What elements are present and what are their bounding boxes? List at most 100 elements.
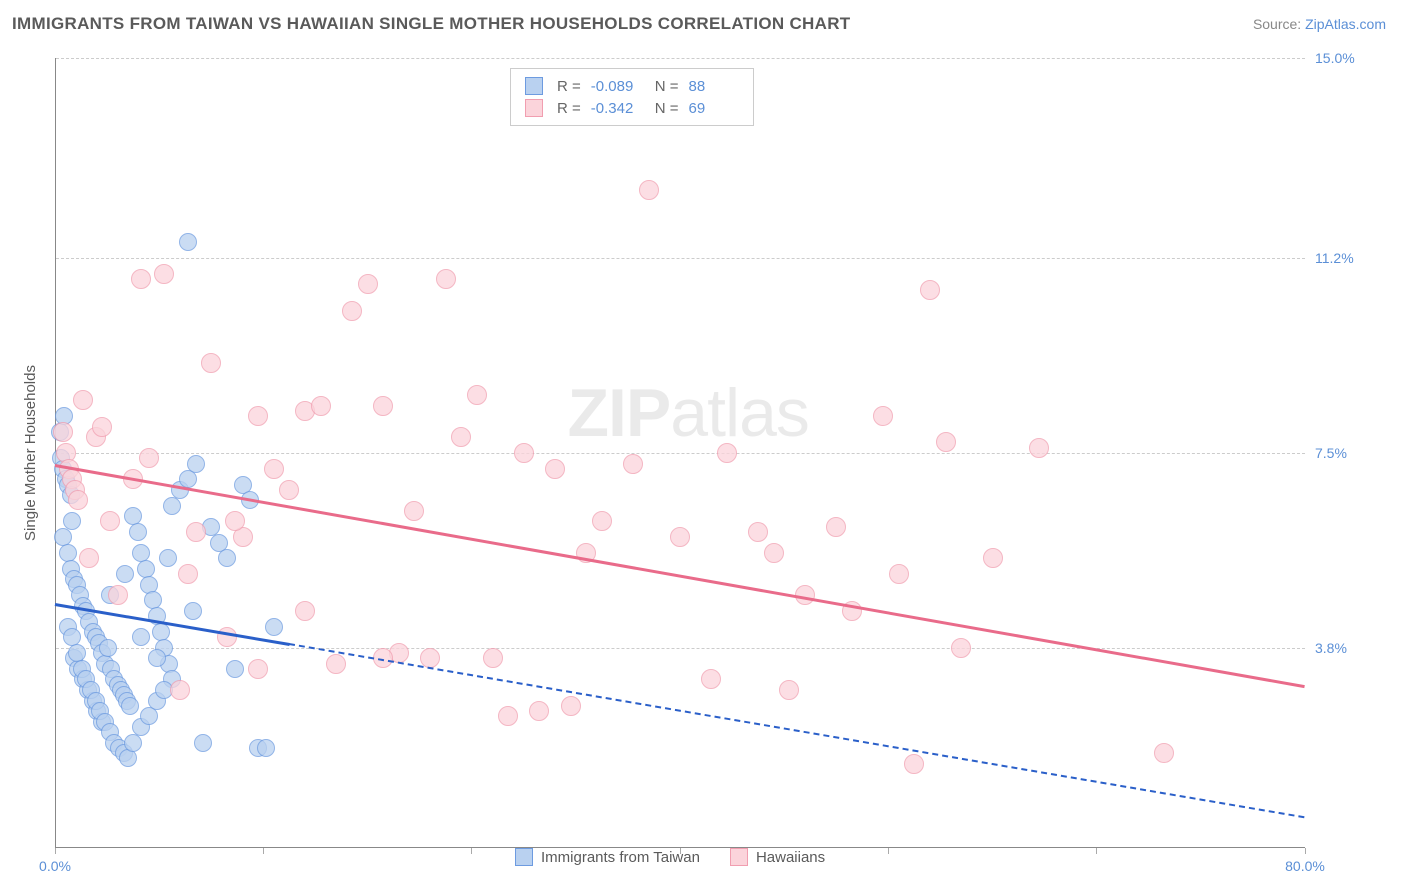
data-point-taiwan xyxy=(140,707,158,725)
data-point-hawaiian xyxy=(68,490,88,510)
data-point-hawaiian xyxy=(358,274,378,294)
data-point-hawaiian xyxy=(639,180,659,200)
data-point-hawaiian xyxy=(701,669,721,689)
gridline xyxy=(56,648,1305,649)
data-point-hawaiian xyxy=(79,548,99,568)
data-point-hawaiian xyxy=(225,511,245,531)
stat-r-value: -0.089 xyxy=(591,78,641,95)
data-point-hawaiian xyxy=(545,459,565,479)
data-point-hawaiian xyxy=(951,638,971,658)
gridline xyxy=(56,258,1305,259)
data-point-hawaiian xyxy=(100,511,120,531)
data-point-hawaiian xyxy=(201,353,221,373)
data-point-hawaiian xyxy=(295,601,315,621)
data-point-taiwan xyxy=(129,523,147,541)
source-prefix: Source: xyxy=(1253,16,1305,32)
data-point-hawaiian xyxy=(404,501,424,521)
data-point-hawaiian xyxy=(764,543,784,563)
stat-n-label: N = xyxy=(655,78,679,95)
stats-legend-box: R = -0.089 N = 88 R = -0.342 N = 69 xyxy=(510,68,754,126)
x-tick-mark xyxy=(888,848,889,854)
x-tick-mark xyxy=(471,848,472,854)
data-point-hawaiian xyxy=(670,527,690,547)
swatch-hawaiian xyxy=(730,848,748,866)
x-tick-mark xyxy=(263,848,264,854)
data-point-taiwan xyxy=(163,497,181,515)
data-point-hawaiian xyxy=(248,406,268,426)
data-point-hawaiian xyxy=(889,564,909,584)
legend-item-taiwan: Immigrants from Taiwan xyxy=(515,848,700,866)
data-point-hawaiian xyxy=(436,269,456,289)
x-tick-mark xyxy=(1096,848,1097,854)
data-point-hawaiian xyxy=(154,264,174,284)
data-point-taiwan xyxy=(184,602,202,620)
data-point-hawaiian xyxy=(592,511,612,531)
stats-row-taiwan: R =-0.089N =88 xyxy=(525,75,739,97)
data-point-hawaiian xyxy=(717,443,737,463)
y-axis-label: Single Mother Households xyxy=(22,365,39,541)
data-point-hawaiian xyxy=(264,459,284,479)
data-point-hawaiian xyxy=(873,406,893,426)
data-point-hawaiian xyxy=(170,680,190,700)
data-point-hawaiian xyxy=(936,432,956,452)
data-point-taiwan xyxy=(265,618,283,636)
data-point-hawaiian xyxy=(623,454,643,474)
data-point-hawaiian xyxy=(311,396,331,416)
y-tick-label: 7.5% xyxy=(1315,445,1347,461)
data-point-taiwan xyxy=(194,734,212,752)
data-point-hawaiian xyxy=(248,659,268,679)
data-point-hawaiian xyxy=(279,480,299,500)
data-point-hawaiian xyxy=(920,280,940,300)
data-point-taiwan xyxy=(99,639,117,657)
data-point-hawaiian xyxy=(342,301,362,321)
data-point-taiwan xyxy=(119,749,137,767)
data-point-taiwan xyxy=(63,512,81,530)
data-point-hawaiian xyxy=(514,443,534,463)
data-point-taiwan xyxy=(187,455,205,473)
data-point-hawaiian xyxy=(131,269,151,289)
legend-item-hawaiian: Hawaiians xyxy=(730,848,825,866)
data-point-taiwan xyxy=(124,734,142,752)
data-point-taiwan xyxy=(116,565,134,583)
stats-row-hawaiian: R = -0.342 N = 69 xyxy=(525,97,739,119)
data-point-hawaiian xyxy=(904,754,924,774)
data-point-hawaiian xyxy=(451,427,471,447)
stat-n-value: 69 xyxy=(689,100,739,117)
x-max-label: 80.0% xyxy=(1285,858,1325,874)
data-point-hawaiian xyxy=(1029,438,1049,458)
stat-n-label: N = xyxy=(655,100,679,117)
legend-label: Hawaiians xyxy=(756,849,825,866)
x-min-label: 0.0% xyxy=(39,858,71,874)
series-legend: Immigrants from Taiwan Hawaiians xyxy=(515,848,825,866)
data-point-taiwan xyxy=(257,739,275,757)
data-point-hawaiian xyxy=(1154,743,1174,763)
data-point-hawaiian xyxy=(483,648,503,668)
chart-header: IMMIGRANTS FROM TAIWAN VS HAWAIIAN SINGL… xyxy=(0,0,1406,48)
data-point-taiwan xyxy=(179,233,197,251)
x-tick-mark xyxy=(55,848,56,854)
data-point-taiwan xyxy=(226,660,244,678)
source-link[interactable]: ZipAtlas.com xyxy=(1305,16,1386,32)
gridline xyxy=(56,58,1305,59)
data-point-taiwan xyxy=(218,549,236,567)
data-point-hawaiian xyxy=(529,701,549,721)
data-point-hawaiian xyxy=(53,422,73,442)
y-tick-label: 15.0% xyxy=(1315,50,1355,66)
swatch-taiwan xyxy=(515,848,533,866)
data-point-hawaiian xyxy=(826,517,846,537)
stat-r-label: R = xyxy=(557,100,581,117)
x-tick-mark xyxy=(1305,848,1306,854)
source-attribution: Source: ZipAtlas.com xyxy=(1253,16,1386,32)
legend-label: Immigrants from Taiwan xyxy=(541,849,700,866)
data-point-hawaiian xyxy=(108,585,128,605)
stat-r-value: -0.342 xyxy=(591,100,641,117)
stat-n-value: 88 xyxy=(689,78,739,95)
data-point-hawaiian xyxy=(561,696,581,716)
data-point-hawaiian xyxy=(498,706,518,726)
gridline xyxy=(56,453,1305,454)
swatch-taiwan xyxy=(525,77,543,95)
data-point-hawaiian xyxy=(186,522,206,542)
data-point-hawaiian xyxy=(326,654,346,674)
data-point-hawaiian xyxy=(178,564,198,584)
data-point-hawaiian xyxy=(139,448,159,468)
